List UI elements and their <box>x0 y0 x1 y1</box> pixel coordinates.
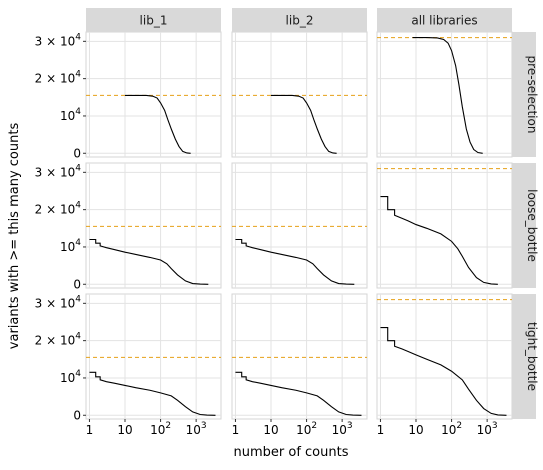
row-strip: loose_bottle <box>512 163 539 288</box>
column-strip-background <box>232 8 367 32</box>
y-tick-label: 0 <box>73 277 81 291</box>
panel-background <box>376 31 513 158</box>
series-line <box>235 371 362 416</box>
x-tick-label: 102 <box>296 421 317 437</box>
y-tick-label: 3 × 104 <box>35 32 82 48</box>
y-tick-label: 3 × 104 <box>35 294 82 310</box>
x-tick-label: 103 <box>477 421 498 437</box>
panel-pre-selection-lib_2 <box>231 31 368 158</box>
row-strip-label: pre-selection <box>525 56 539 134</box>
x-tick-label: 103 <box>332 421 353 437</box>
x-tick-label: 10 <box>263 423 278 437</box>
panel-tight_bottle-lib_1 <box>85 293 222 420</box>
panel-tight_bottle-all libraries <box>376 293 513 420</box>
y-axis-title: variants with >= this many counts <box>7 123 22 350</box>
panel-pre-selection-lib_1 <box>85 31 222 158</box>
row-strip: tight_bottle <box>512 294 539 419</box>
row-strip-label: loose_bottle <box>525 189 539 262</box>
x-tick-label: 103 <box>186 421 207 437</box>
series-line <box>125 94 191 154</box>
row-strip-background <box>512 294 536 419</box>
panel-background <box>376 293 513 420</box>
x-tick-label: 10 <box>117 423 132 437</box>
y-tick-label: 104 <box>60 369 81 385</box>
series-line <box>412 37 483 154</box>
y-tick-label: 104 <box>60 107 81 123</box>
row-strip-background <box>512 32 536 157</box>
facet-strips: lib_1 lib_2 all libraries pre-selection loos… <box>86 8 539 419</box>
panel-loose_bottle-lib_2 <box>231 162 368 289</box>
x-axis-title: number of counts <box>234 445 349 460</box>
panel-pre-selection-all libraries <box>376 31 513 158</box>
x-tick-label: 102 <box>441 421 462 437</box>
column-strip-background <box>377 8 512 32</box>
row-strip: pre-selection <box>512 32 539 157</box>
axis-ticks: 0 104 2 × 104 3 × 104 0 104 2 × 104 3 × 104 0 104… <box>35 32 498 437</box>
y-tick-label: 2 × 104 <box>35 201 82 217</box>
chart-panels <box>85 31 513 420</box>
x-tick-label: 1 <box>232 423 240 437</box>
series-line <box>235 238 355 285</box>
panel-background <box>85 162 222 289</box>
column-strip: lib_2 <box>232 8 367 32</box>
column-strip-background <box>86 8 221 32</box>
y-tick-label: 0 <box>73 408 81 422</box>
column-strip-label: lib_2 <box>286 14 314 28</box>
panel-background <box>231 162 368 289</box>
panel-background <box>231 31 368 158</box>
x-tick-label: 1 <box>377 423 385 437</box>
y-tick-label: 2 × 104 <box>35 70 82 86</box>
series-line <box>380 327 507 416</box>
panel-background <box>231 293 368 420</box>
y-tick-label: 3 × 104 <box>35 163 82 179</box>
panel-background <box>85 31 222 158</box>
x-tick-label: 10 <box>408 423 423 437</box>
column-strip-label: all libraries <box>411 14 477 28</box>
panel-loose_bottle-lib_1 <box>85 162 222 289</box>
column-strip: all libraries <box>377 8 512 32</box>
x-tick-label: 102 <box>150 421 171 437</box>
series-line <box>89 371 216 416</box>
y-tick-label: 2 × 104 <box>35 332 82 348</box>
series-line <box>271 94 337 154</box>
row-strip-background <box>512 163 536 288</box>
y-tick-label: 0 <box>73 146 81 160</box>
panel-background <box>376 162 513 289</box>
row-strip-label: tight_bottle <box>525 322 539 391</box>
series-line <box>89 238 209 285</box>
panel-tight_bottle-lib_2 <box>231 293 368 420</box>
y-tick-label: 104 <box>60 238 81 254</box>
panel-background <box>85 293 222 420</box>
column-strip-label: lib_1 <box>140 14 168 28</box>
x-tick-label: 1 <box>86 423 94 437</box>
column-strip: lib_1 <box>86 8 221 32</box>
panel-loose_bottle-all libraries <box>376 162 513 289</box>
series-line <box>380 196 498 285</box>
